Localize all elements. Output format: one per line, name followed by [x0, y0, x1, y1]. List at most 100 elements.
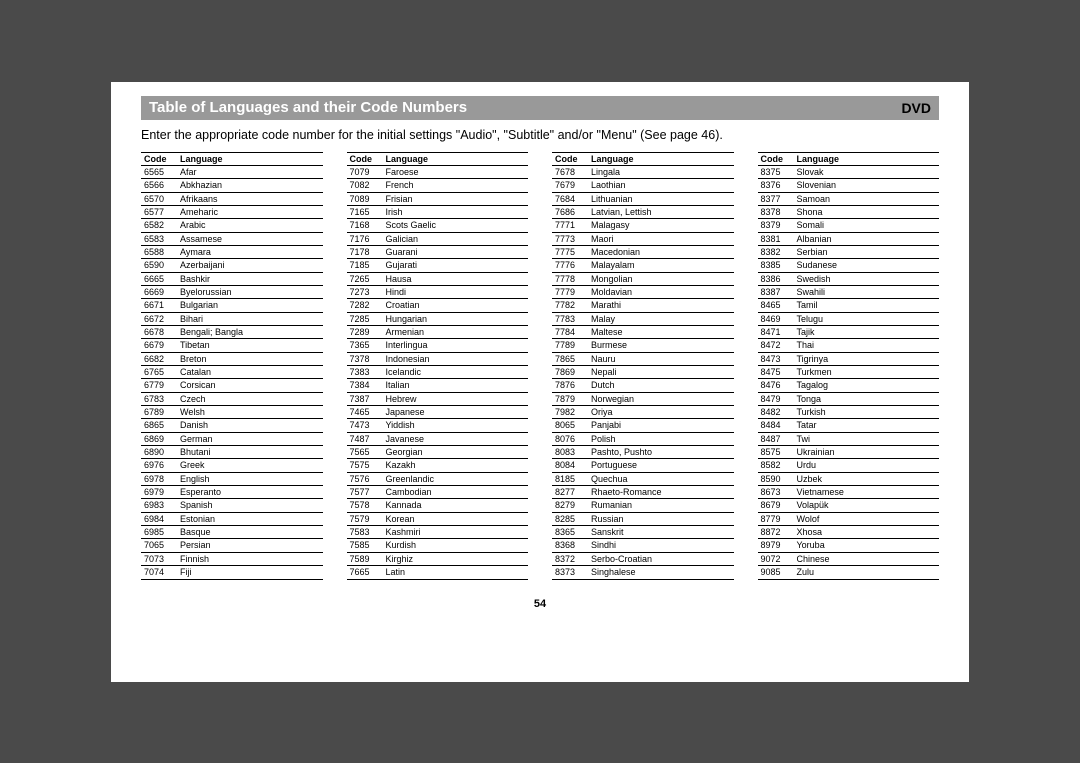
cell-language: Bashkir	[177, 272, 323, 285]
table-row: 7579Korean	[347, 512, 529, 525]
cell-language: Mongolian	[588, 272, 734, 285]
cell-language: Volapük	[794, 499, 940, 512]
cell-language: Catalan	[177, 366, 323, 379]
column-2: CodeLanguage7079Faroese7082French7089Fri…	[347, 152, 529, 580]
cell-language: Hungarian	[383, 312, 529, 325]
cell-language: Bhutani	[177, 446, 323, 459]
table-row: 7679Laothian	[552, 179, 734, 192]
cell-language: Georgian	[383, 446, 529, 459]
table-row: 7168Scots Gaelic	[347, 219, 529, 232]
table-row: 8387Swahili	[758, 285, 940, 298]
table-row: 7082French	[347, 179, 529, 192]
table-row: 6979Esperanto	[141, 486, 323, 499]
cell-language: Galician	[383, 232, 529, 245]
table-row: 8185Quechua	[552, 472, 734, 485]
cell-code: 8487	[758, 432, 794, 445]
table-header-row: CodeLanguage	[758, 152, 940, 165]
table-row: 8076Polish	[552, 432, 734, 445]
cell-language: Tamil	[794, 299, 940, 312]
cell-language: Nauru	[588, 352, 734, 365]
table-row: 8385Sudanese	[758, 259, 940, 272]
table-row: 7282Croatian	[347, 299, 529, 312]
cell-code: 8872	[758, 526, 794, 539]
table-row: 8386Swedish	[758, 272, 940, 285]
cell-code: 8469	[758, 312, 794, 325]
cell-language: Uzbek	[794, 472, 940, 485]
cell-code: 8373	[552, 566, 588, 579]
table-row: 7771Malagasy	[552, 219, 734, 232]
cell-code: 7365	[347, 339, 383, 352]
cell-language: Laothian	[588, 179, 734, 192]
table-row: 7869Nepali	[552, 366, 734, 379]
cell-language: Greek	[177, 459, 323, 472]
cell-code: 6682	[141, 352, 177, 365]
cell-code: 8472	[758, 339, 794, 352]
table-row: 6783Czech	[141, 392, 323, 405]
cell-language: Shona	[794, 205, 940, 218]
cell-language: Indonesian	[383, 352, 529, 365]
cell-language: Maltese	[588, 325, 734, 338]
cell-language: Samoan	[794, 192, 940, 205]
table-row: 7578Kannada	[347, 499, 529, 512]
cell-code: 8779	[758, 512, 794, 525]
table-row: 7265Hausa	[347, 272, 529, 285]
cell-code: 8475	[758, 366, 794, 379]
cell-language: Swahili	[794, 285, 940, 298]
cell-code: 8673	[758, 486, 794, 499]
cell-code: 8582	[758, 459, 794, 472]
table-row: 6869German	[141, 432, 323, 445]
table-row: 6566Abkhazian	[141, 179, 323, 192]
cell-language: Latin	[383, 566, 529, 579]
cell-language: Thai	[794, 339, 940, 352]
cell-code: 7686	[552, 205, 588, 218]
table-row: 6583Assamese	[141, 232, 323, 245]
cell-code: 6588	[141, 245, 177, 258]
cell-code: 8065	[552, 419, 588, 432]
cell-code: 8279	[552, 499, 588, 512]
manual-page: Table of Languages and their Code Number…	[111, 82, 969, 682]
table-row: 7686Latvian, Lettish	[552, 205, 734, 218]
cell-code: 8277	[552, 486, 588, 499]
table-row: 7577Cambodian	[347, 486, 529, 499]
cell-language: Bulgarian	[177, 299, 323, 312]
table-row: 6890Bhutani	[141, 446, 323, 459]
table-row: 8372Serbo-Croatian	[552, 552, 734, 565]
table-row: 9085Zulu	[758, 566, 940, 579]
table-row: 7065Persian	[141, 539, 323, 552]
cell-language: Swedish	[794, 272, 940, 285]
cell-code: 6577	[141, 205, 177, 218]
table-row: 7465Japanese	[347, 406, 529, 419]
cell-language: Kannada	[383, 499, 529, 512]
table-row: 6671Bulgarian	[141, 299, 323, 312]
cell-code: 8484	[758, 419, 794, 432]
table-row: 8575Ukrainian	[758, 446, 940, 459]
table-row: 6983Spanish	[141, 499, 323, 512]
cell-language: Croatian	[383, 299, 529, 312]
cell-language: Malay	[588, 312, 734, 325]
cell-language: Russian	[588, 512, 734, 525]
cell-language: Norwegian	[588, 392, 734, 405]
cell-language: Panjabi	[588, 419, 734, 432]
cell-language: Hindi	[383, 285, 529, 298]
cell-language: Oriya	[588, 406, 734, 419]
cell-language: Kashmiri	[383, 526, 529, 539]
cell-code: 6869	[141, 432, 177, 445]
table-row: 6865Danish	[141, 419, 323, 432]
cell-code: 6783	[141, 392, 177, 405]
column-1: CodeLanguage6565Afar6566Abkhazian6570Afr…	[141, 152, 323, 580]
table-row: 8382Serbian	[758, 245, 940, 258]
cell-code: 8479	[758, 392, 794, 405]
cell-language: Azerbaijani	[177, 259, 323, 272]
cell-language: Sanskrit	[588, 526, 734, 539]
cell-language: Czech	[177, 392, 323, 405]
cell-code: 8377	[758, 192, 794, 205]
cell-code: 6583	[141, 232, 177, 245]
cell-code: 7282	[347, 299, 383, 312]
cell-language: Spanish	[177, 499, 323, 512]
cell-code: 6865	[141, 419, 177, 432]
cell-language: Vietnamese	[794, 486, 940, 499]
cell-code: 7585	[347, 539, 383, 552]
cell-code: 6779	[141, 379, 177, 392]
cell-language: Albanian	[794, 232, 940, 245]
cell-code: 8590	[758, 472, 794, 485]
